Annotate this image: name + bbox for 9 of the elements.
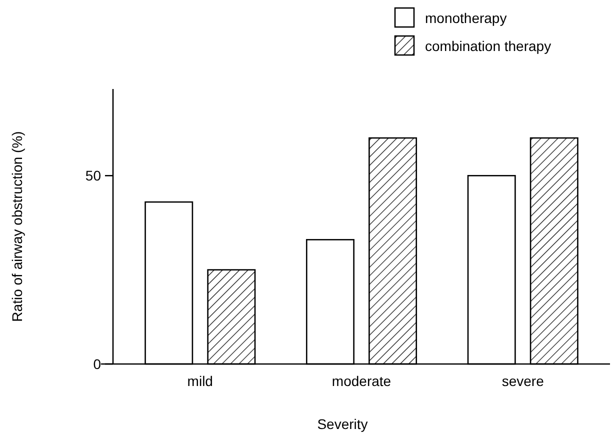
x-tick-label: severe [502, 373, 544, 389]
y-axis-title: Ratio of airway obstruction (%) [9, 131, 25, 322]
legend-label: combination therapy [425, 38, 552, 54]
x-tick-label: mild [187, 373, 213, 389]
y-tick-label: 50 [85, 168, 102, 184]
x-axis-title: Severity [317, 416, 368, 432]
x-tick-label: moderate [332, 373, 392, 389]
y-tick-label: 0 [93, 356, 102, 372]
legend-label: monotherapy [425, 10, 507, 26]
